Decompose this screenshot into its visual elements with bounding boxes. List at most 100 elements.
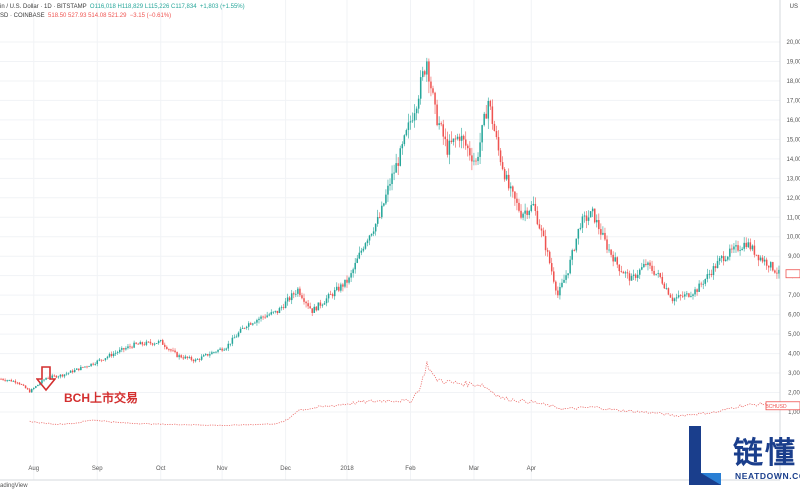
candle-body	[669, 294, 672, 298]
candle-body	[254, 322, 256, 324]
candle-body	[92, 363, 94, 365]
candle-body	[225, 348, 227, 350]
candle-body	[131, 346, 133, 348]
candle-body	[565, 275, 567, 280]
candle-body	[102, 359, 105, 361]
candle-body	[696, 289, 698, 292]
candle-body	[638, 269, 641, 275]
candle-body	[759, 257, 762, 261]
main-symbol: in / U.S. Dollar · 1D · BITSTAMP	[0, 4, 87, 10]
candle-body	[657, 273, 659, 274]
currency-label: US	[789, 4, 798, 10]
candle-body	[544, 236, 547, 251]
candle-body	[223, 349, 225, 351]
candle-body	[518, 202, 520, 211]
candle-body	[67, 372, 70, 374]
candle-body	[149, 341, 152, 344]
candle-body	[520, 210, 522, 218]
x-tick-label: Nov	[217, 466, 228, 472]
compare-series-legend: SD · COINBASE 518.50 527.93 514.08 521.2…	[0, 13, 171, 19]
candle-body	[731, 248, 733, 250]
candle-body	[164, 344, 166, 347]
main-ohlc: O116,018 H118,829 L115,226 C117,834	[89, 4, 197, 10]
candle-body	[540, 228, 543, 231]
candle-body	[55, 375, 58, 378]
candle-body	[563, 279, 565, 283]
candle-body	[329, 294, 332, 295]
y-tick-label: 13,00	[786, 176, 800, 182]
candle-body	[176, 352, 178, 358]
candle-body	[526, 210, 528, 215]
candle-body	[184, 356, 187, 359]
candle-body	[133, 342, 135, 348]
candle-body	[548, 251, 551, 264]
candle-body	[366, 240, 369, 244]
candle-body	[411, 120, 414, 122]
candle-body	[436, 104, 438, 126]
candle-body	[121, 348, 123, 350]
candle-body	[282, 307, 285, 309]
candle-body	[778, 269, 780, 274]
y-tick-label: 19,00	[786, 59, 800, 65]
compare-ohlc: 518.50 527.93 514.08 521.29	[48, 13, 127, 19]
candle-body	[458, 136, 461, 141]
candle-body	[514, 191, 516, 199]
y-tick-label: 11,00	[787, 215, 800, 221]
candle-body	[18, 382, 21, 385]
candle-body	[575, 238, 578, 251]
candle-body	[403, 135, 406, 145]
candle-body	[620, 271, 623, 272]
candle-body	[24, 385, 27, 389]
candle-body	[743, 242, 745, 249]
candle-body	[618, 264, 621, 272]
candle-body	[378, 217, 381, 218]
candle-body	[360, 250, 363, 253]
candle-body	[143, 344, 146, 346]
candle-body	[716, 261, 719, 269]
candle-body	[22, 384, 25, 386]
candle-body	[358, 252, 361, 259]
candle-body	[168, 348, 170, 350]
candle-body	[446, 139, 449, 155]
candle-body	[493, 123, 496, 131]
candle-body	[708, 273, 711, 275]
bch-series	[29, 361, 780, 427]
candle-body	[381, 205, 383, 218]
y-tick-label: 4,00	[788, 352, 800, 358]
candle-body	[237, 332, 240, 337]
candle-body	[331, 294, 334, 297]
candle-body	[602, 232, 604, 235]
candle-body	[53, 375, 56, 377]
candle-body	[767, 265, 770, 268]
candle-body	[434, 92, 436, 105]
candle-body	[735, 245, 737, 247]
candle-body	[16, 382, 19, 384]
candle-body	[376, 217, 379, 224]
candle-body	[274, 310, 277, 312]
candle-body	[593, 208, 596, 223]
btc-candles	[0, 57, 780, 393]
candle-body	[198, 359, 201, 360]
candle-body	[344, 279, 346, 287]
candle-body	[405, 130, 408, 136]
candle-body	[667, 288, 670, 295]
candle-body	[84, 366, 86, 368]
candle-body	[45, 378, 47, 380]
candle-body	[393, 172, 395, 174]
candle-body	[596, 220, 598, 223]
candle-body	[428, 61, 430, 82]
bch-listing-annotation: BCH上市交易	[64, 391, 138, 405]
x-tick-label: Sep	[92, 466, 103, 472]
candle-body	[610, 249, 612, 255]
candle-body	[276, 310, 279, 314]
candle-body	[655, 273, 657, 275]
candle-body	[739, 250, 741, 251]
candle-body	[663, 283, 666, 289]
candle-body	[757, 254, 760, 261]
candle-body	[440, 123, 442, 125]
candle-body	[368, 235, 371, 241]
y-tick-label: 20,00	[786, 40, 800, 46]
candle-body	[299, 288, 301, 296]
y-tick-label: 5,00	[788, 332, 800, 338]
